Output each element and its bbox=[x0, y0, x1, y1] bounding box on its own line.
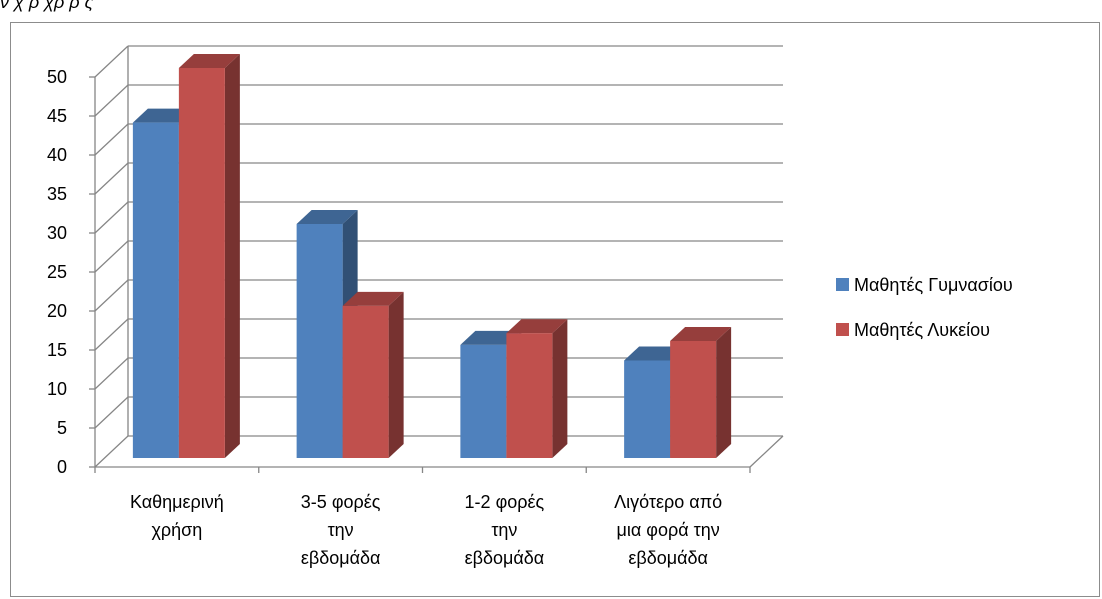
bar-3-1 bbox=[670, 341, 717, 458]
bar-2-1 bbox=[506, 333, 553, 458]
side-gridline-35 bbox=[94, 162, 129, 195]
x-category-label: 1-2 φορές bbox=[465, 492, 545, 512]
side-gridline-45 bbox=[94, 84, 129, 117]
x-category-label: εβδομάδα bbox=[628, 548, 708, 568]
y-tick-label: 30 bbox=[47, 223, 67, 243]
side-gridline-40 bbox=[94, 123, 129, 156]
x-category-label: εβδομάδα bbox=[301, 548, 381, 568]
y-tick-label: 15 bbox=[47, 340, 67, 360]
legend-label: Μαθητές Λυκείου bbox=[854, 320, 990, 340]
y-tick-label: 20 bbox=[47, 301, 67, 321]
bar-3-0 bbox=[624, 360, 671, 458]
bar-top-1-0 bbox=[296, 210, 358, 224]
legend-label: Μαθητές Γυμνασίου bbox=[854, 275, 1013, 295]
bar-top-1-1 bbox=[342, 291, 404, 306]
x-category-label: την bbox=[328, 520, 354, 540]
bar-top-3-1 bbox=[670, 327, 732, 341]
x-category-label: 3-5 φορές bbox=[301, 492, 381, 512]
y-tick-label: 40 bbox=[47, 145, 67, 165]
x-category-label: χρήση bbox=[151, 520, 202, 540]
legend-swatch-0 bbox=[836, 278, 849, 291]
bar-0-0 bbox=[132, 122, 179, 458]
legend-swatch-1 bbox=[836, 323, 849, 336]
bar-2-0 bbox=[460, 344, 507, 458]
side-gridline-15 bbox=[94, 318, 129, 351]
x-category-label: Καθημερινή bbox=[130, 492, 224, 512]
y-tick-label: 10 bbox=[47, 379, 67, 399]
y-tick-label: 0 bbox=[57, 457, 67, 477]
x-category-label: μια φορά την bbox=[617, 520, 720, 540]
side-gridline-50 bbox=[94, 45, 129, 78]
bar-side-1-1 bbox=[388, 291, 404, 458]
side-gridline-20 bbox=[94, 279, 129, 312]
side-gridline-5 bbox=[94, 396, 129, 429]
y-tick-label: 45 bbox=[47, 106, 67, 126]
bar-side-0-1 bbox=[224, 54, 240, 458]
cropped-caption: ν χ ρ χρ ρ ς bbox=[0, 0, 94, 12]
bar-0-1 bbox=[178, 68, 225, 458]
x-category-label: την bbox=[491, 520, 517, 540]
bar-1-1 bbox=[342, 305, 389, 458]
bar-top-0-0 bbox=[132, 108, 194, 123]
y-tick-label: 50 bbox=[47, 67, 67, 87]
bar-top-0-1 bbox=[178, 54, 240, 68]
side-gridline-30 bbox=[94, 201, 129, 234]
floor-right-edge bbox=[749, 435, 784, 468]
bar-side-3-1 bbox=[716, 327, 732, 458]
bar-side-2-1 bbox=[552, 319, 568, 458]
x-category-label: εβδομάδα bbox=[465, 548, 545, 568]
bar-top-3-0 bbox=[624, 346, 686, 361]
x-category-label: Λιγότερο από bbox=[614, 492, 722, 512]
side-gridline-10 bbox=[94, 357, 129, 390]
bar-top-2-1 bbox=[506, 319, 568, 334]
y-tick-label: 35 bbox=[47, 184, 67, 204]
bar-top-2-0 bbox=[460, 330, 522, 345]
side-gridline-0 bbox=[94, 435, 129, 468]
bar-1-0 bbox=[296, 224, 343, 458]
side-gridline-25 bbox=[94, 240, 129, 273]
y-tick-label: 5 bbox=[57, 418, 67, 438]
y-tick-label: 25 bbox=[47, 262, 67, 282]
